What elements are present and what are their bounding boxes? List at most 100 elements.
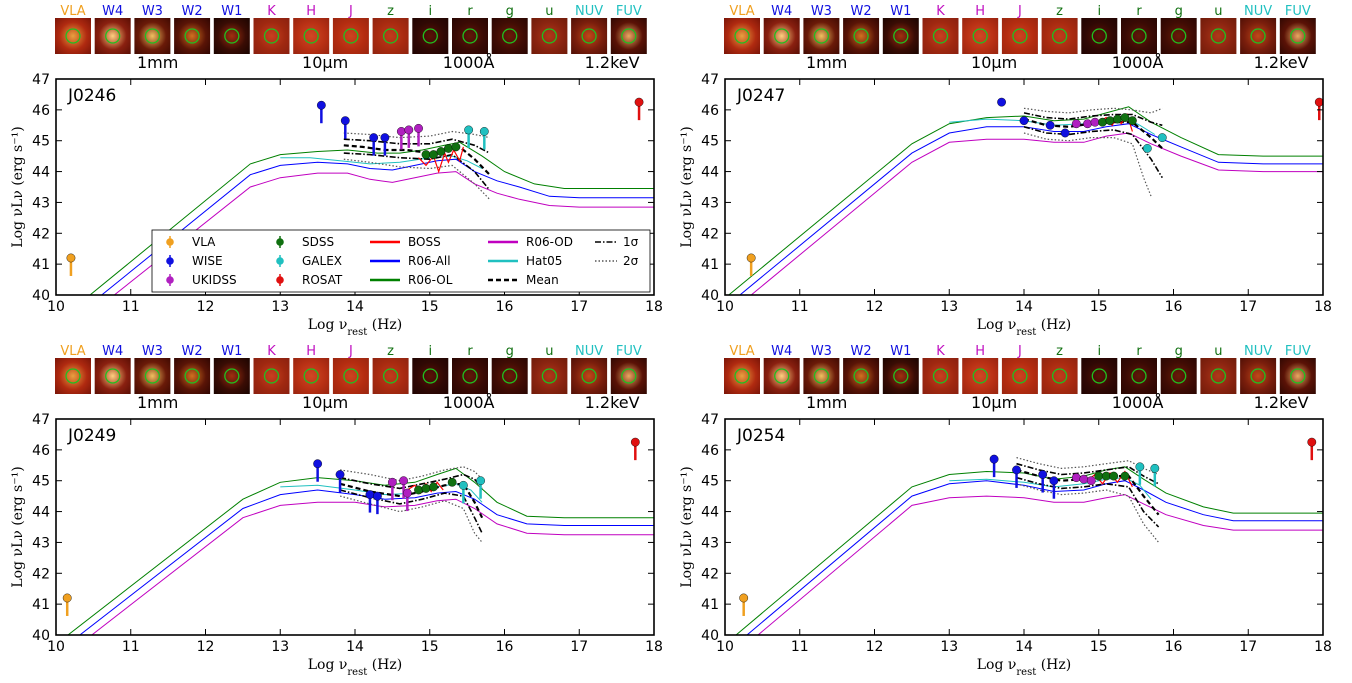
- aperture-circle: [734, 28, 750, 44]
- sigma2-upper-curve: [1023, 107, 1163, 114]
- photometry-point-wise: [1019, 116, 1029, 126]
- wavelength-label: 1mm: [137, 53, 178, 72]
- image-stamp-k: [922, 358, 959, 394]
- photometry-point-ukidss: [1090, 117, 1100, 127]
- aperture-circle: [1250, 368, 1266, 384]
- y-tick-label: 41: [32, 597, 50, 613]
- legend: VLA WISE UKIDSS SDSS GALEX ROSAT BOSS R06-All R0…: [151, 229, 651, 293]
- band-label-u: u: [545, 344, 553, 359]
- sigma1-upper-curve: [339, 473, 483, 490]
- photometry-point-galex: [458, 480, 468, 490]
- image-stamp-g: [491, 358, 528, 394]
- image-stamp-h: [962, 18, 999, 54]
- photometry-point-wise: [313, 459, 323, 469]
- y-tick-label: 40: [701, 288, 719, 304]
- photometry-point-sdss: [1120, 471, 1130, 481]
- photometry-point-galex: [1135, 462, 1145, 472]
- x-tick-label: 14: [1015, 639, 1033, 655]
- y-tick-label: 44: [701, 165, 719, 181]
- photometry-point-sdss: [1105, 116, 1115, 126]
- legend-marker-sdss: [276, 238, 284, 246]
- photometry-point-sdss: [421, 150, 431, 160]
- r06-od-curve: [750, 132, 1323, 295]
- y-tick-label: 40: [32, 288, 50, 304]
- image-stamp-w1: [882, 18, 919, 54]
- wavelength-label: 1000Å: [1112, 393, 1164, 412]
- photometry-point-sdss: [1109, 471, 1119, 481]
- image-stamp-j: [1001, 18, 1038, 54]
- y-tick-label: 43: [32, 535, 50, 551]
- photometry-point-sdss: [436, 147, 446, 156]
- band-label-z: z: [1056, 344, 1063, 359]
- image-stamp-w2: [843, 18, 880, 54]
- band-label-g: g: [506, 344, 514, 359]
- photometry-point-vla: [739, 593, 749, 603]
- image-stamp-w4: [763, 18, 800, 54]
- y-tick-label: 43: [701, 195, 719, 211]
- aperture-circle: [774, 368, 790, 384]
- x-tick-label: 11: [791, 299, 809, 315]
- aperture-circle: [1210, 28, 1227, 44]
- image-stamp-h: [962, 358, 999, 394]
- plot-area: [727, 97, 1323, 295]
- band-label-r: r: [1136, 4, 1142, 19]
- panel-title: J0247: [736, 86, 785, 106]
- photometry-point-ukidss: [402, 488, 412, 498]
- x-axis-label-part: (Hz): [1036, 657, 1071, 673]
- photometry-point-galex: [479, 127, 489, 136]
- image-stamp-u: [1200, 18, 1237, 54]
- band-label-r: r: [467, 344, 473, 359]
- image-stamp-g: [1160, 18, 1197, 54]
- plot-area: [62, 437, 654, 635]
- x-tick-label: 15: [1090, 639, 1108, 655]
- photometry-point-galex: [476, 476, 485, 486]
- x-tick-label: 13: [940, 299, 958, 315]
- sigma1-upper-curve: [1023, 112, 1163, 127]
- y-tick-label: 43: [701, 535, 719, 551]
- band-label-k: K: [267, 4, 276, 19]
- band-label-k: K: [936, 4, 945, 19]
- photometry-point-rosat: [634, 97, 644, 107]
- y-tick-label: 44: [701, 505, 719, 521]
- wavelength-label: 1mm: [806, 53, 847, 72]
- photometry-point-sdss: [444, 144, 453, 153]
- y-tick-label: 47: [701, 412, 719, 428]
- r06-all-curve: [739, 123, 1323, 295]
- image-stamp-nuv: [1240, 18, 1277, 54]
- wavelength-label: 1mm: [806, 393, 847, 412]
- wavelength-label: 10μm: [302, 53, 348, 72]
- sigma2-lower-curve: [1023, 132, 1152, 197]
- x-axis-label-part: Log ν: [977, 317, 1017, 333]
- x-axis-label-part: Log ν: [977, 657, 1017, 673]
- x-axis-label-sub: rest: [1016, 667, 1036, 678]
- aperture-circle: [541, 368, 558, 384]
- photometry-point-wise: [997, 97, 1006, 107]
- image-stamp-w3: [134, 18, 171, 54]
- x-tick-label: 18: [645, 639, 663, 655]
- legend-label-r06-all: R06-All: [408, 254, 451, 268]
- x-axis-label-part: Log ν: [308, 317, 348, 333]
- image-stamp-w1: [213, 358, 250, 394]
- x-tick-label: 17: [1239, 639, 1257, 655]
- image-stamp-z: [1041, 358, 1078, 394]
- y-tick-label: 44: [32, 165, 50, 181]
- band-label-k: K: [267, 344, 276, 359]
- x-tick-label: 18: [1314, 639, 1332, 655]
- band-label-w1: W1: [221, 344, 242, 359]
- aperture-circle: [105, 368, 121, 384]
- legend-label-boss: BOSS: [408, 235, 441, 249]
- image-stamp-w1: [213, 18, 250, 54]
- legend-label-mean: Mean: [526, 273, 559, 287]
- x-axis-label-part: (Hz): [367, 657, 402, 673]
- y-tick-label: 45: [32, 474, 50, 490]
- band-label-w1: W1: [221, 4, 242, 19]
- plot-area: [735, 437, 1323, 635]
- r06-ol-curve: [735, 466, 1323, 635]
- photometry-point-wise: [369, 133, 379, 143]
- x-tick-label: 12: [197, 639, 215, 655]
- x-tick-label: 10: [716, 639, 734, 655]
- band-label-j: J: [348, 4, 353, 19]
- band-label-u: u: [1214, 344, 1222, 359]
- image-stamp-w4: [94, 18, 131, 54]
- aperture-circle: [1171, 368, 1187, 384]
